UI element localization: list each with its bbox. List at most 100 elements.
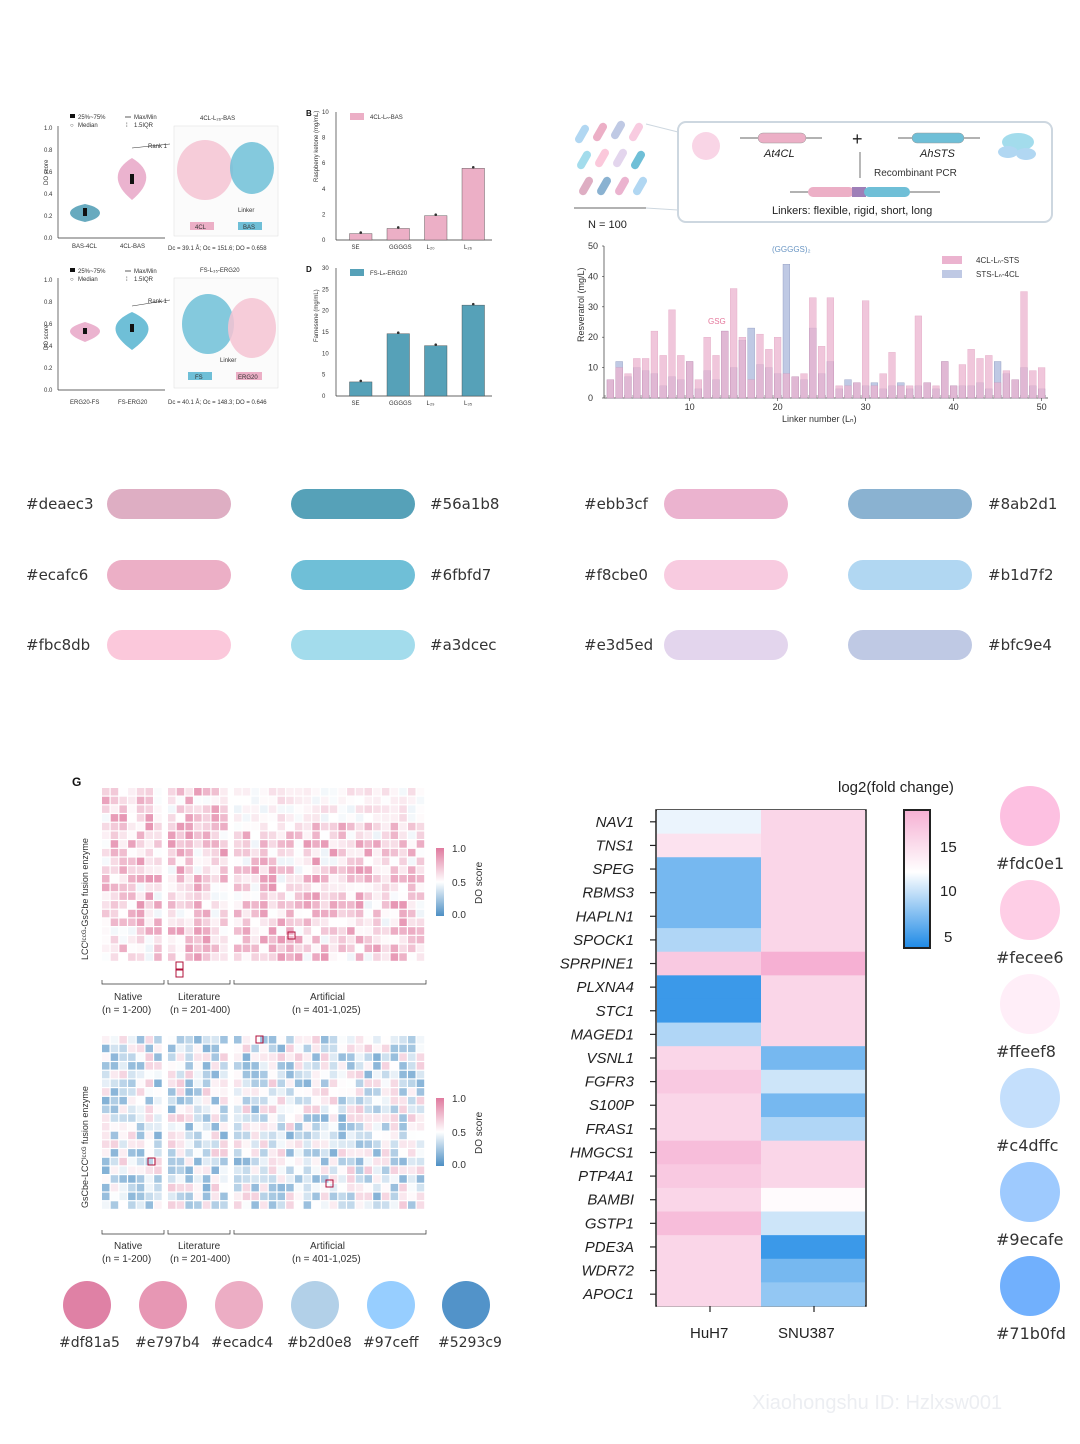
grid-cell xyxy=(381,1053,390,1061)
grid-cell xyxy=(128,1044,136,1053)
grid-cell xyxy=(251,883,259,892)
grid-cell xyxy=(312,1079,320,1087)
grid-cell xyxy=(286,1183,294,1192)
grid-cell xyxy=(355,822,364,831)
grid-cell xyxy=(364,1105,372,1114)
grid-cell xyxy=(329,1053,338,1061)
heat-cell-snu387 xyxy=(761,1069,865,1094)
grid-cell xyxy=(145,909,153,918)
grid-cell xyxy=(408,1062,416,1070)
gene-label: VSNL1 xyxy=(586,1050,634,1067)
grid-cell xyxy=(390,935,399,944)
grid-cell xyxy=(260,788,268,796)
grid-cell xyxy=(355,909,364,918)
grid-cell xyxy=(234,1114,242,1122)
grid-cell xyxy=(277,935,285,944)
grid-cell xyxy=(242,953,251,961)
grid-cell xyxy=(286,796,294,805)
grid-cell xyxy=(202,1053,211,1061)
grid-cell xyxy=(185,1166,193,1174)
grid-cell xyxy=(294,1192,303,1201)
grid-cell xyxy=(242,1149,251,1157)
grid-cell xyxy=(102,892,110,900)
grid-cell xyxy=(303,1149,312,1157)
grid-cell xyxy=(347,1157,355,1166)
grid-cell xyxy=(268,1096,277,1105)
heat-cell-huh7 xyxy=(657,833,761,858)
grid-cell xyxy=(408,796,416,805)
gene-label: WDR72 xyxy=(581,1263,634,1280)
grid-cell xyxy=(277,1140,285,1148)
grid-cell xyxy=(408,1183,416,1192)
grid-cell xyxy=(373,909,381,918)
heat-cell-snu387 xyxy=(761,1046,865,1071)
grid-cell xyxy=(211,1036,219,1044)
grid-cell xyxy=(176,1131,185,1140)
color-hex-label: #fecee6 xyxy=(996,948,1064,967)
grid-cell xyxy=(355,1183,364,1192)
grid-cell xyxy=(294,796,303,805)
grid-cell xyxy=(277,953,285,961)
grid-cell xyxy=(294,1088,303,1096)
grid-cell xyxy=(268,1070,277,1079)
grid-cell xyxy=(168,1062,176,1070)
grid-cell xyxy=(185,788,193,796)
grid-cell xyxy=(338,796,346,805)
grid-cell xyxy=(251,1053,259,1061)
grid-cell xyxy=(220,1079,228,1087)
grid-cell xyxy=(416,901,425,909)
grid-cell xyxy=(338,909,346,918)
grid-cell xyxy=(260,822,268,831)
grid-cell xyxy=(145,1157,153,1166)
grid-cell xyxy=(136,1140,145,1148)
grid-cell xyxy=(154,805,162,813)
grid-cell xyxy=(268,831,277,839)
grid-cell xyxy=(102,1131,110,1140)
grid-cell xyxy=(260,892,268,900)
grid-cell xyxy=(286,1166,294,1174)
grid-cell xyxy=(260,1070,268,1079)
grid-cell xyxy=(194,1166,202,1174)
grid-cell xyxy=(416,1088,425,1096)
bar-chart-b: B Raspberry ketone (mg/mL) 4CL-Lₙ-BAS 10… xyxy=(306,109,492,251)
grid-cell xyxy=(128,1201,136,1209)
grid-cell xyxy=(202,1157,211,1166)
grid-cell xyxy=(260,944,268,953)
grid-cell xyxy=(312,1062,320,1070)
grid-cell xyxy=(355,840,364,848)
grid-cell xyxy=(136,857,145,866)
svg-text:0.8: 0.8 xyxy=(44,148,53,154)
grid-cell xyxy=(321,1062,329,1070)
grid-cell xyxy=(373,840,381,848)
grid-cell xyxy=(242,796,251,805)
svg-text:0.2: 0.2 xyxy=(44,214,53,220)
grid-cell xyxy=(168,857,176,866)
grid-cell xyxy=(277,1157,285,1166)
grid-cell xyxy=(154,1149,162,1157)
grid-cell xyxy=(373,1149,381,1157)
grid-cell xyxy=(347,857,355,866)
y-tick-label: 30 xyxy=(588,302,598,312)
grid-cell xyxy=(260,840,268,848)
grid-cell xyxy=(220,1157,228,1166)
grid-cell xyxy=(286,866,294,874)
grid-cell xyxy=(347,1053,355,1061)
grid-cell xyxy=(268,927,277,935)
grid-cell xyxy=(416,1201,425,1209)
grid-cell xyxy=(251,840,259,848)
bar-4cl-sts xyxy=(879,373,887,399)
grid-cell xyxy=(399,1175,407,1183)
grid-cell xyxy=(268,848,277,857)
grid-cell xyxy=(119,1079,127,1087)
grid-cell xyxy=(286,1096,294,1105)
grid-cell xyxy=(242,840,251,848)
grid-cell xyxy=(312,1183,320,1192)
grid-cell xyxy=(286,935,294,944)
grid-cell xyxy=(338,1053,346,1061)
heat-cell-snu387 xyxy=(761,880,865,905)
grid-cell xyxy=(168,805,176,813)
bar-4cl-sts xyxy=(826,297,835,399)
bar-4cl-sts xyxy=(809,297,817,399)
grid-cell xyxy=(102,875,110,883)
grid-cell xyxy=(136,1044,145,1053)
